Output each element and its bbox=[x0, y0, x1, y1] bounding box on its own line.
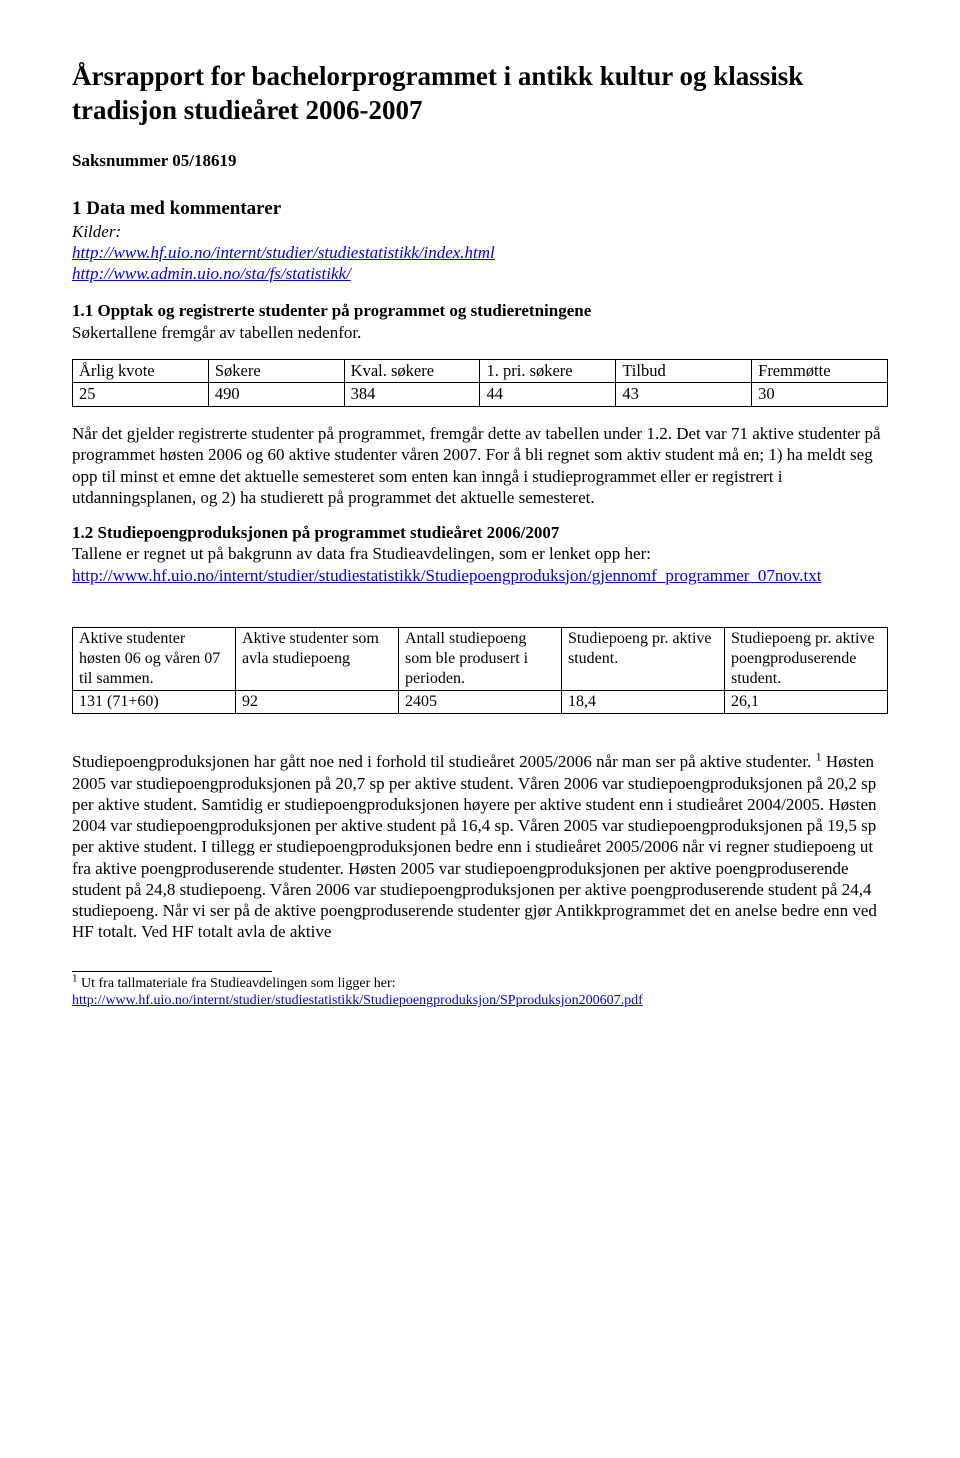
table-row: 25 490 384 44 43 30 bbox=[73, 383, 888, 407]
section-1-2-heading: 1.2 Studiepoengproduksjonen på programme… bbox=[72, 522, 888, 543]
table-opptak: Årlig kvote Søkere Kval. søkere 1. pri. … bbox=[72, 359, 888, 407]
table-cell: 25 bbox=[79, 384, 96, 403]
footnote: 1 Ut fra tallmateriale fra Studieavdelin… bbox=[72, 975, 888, 1010]
source-link-1[interactable]: http://www.hf.uio.no/internt/studier/stu… bbox=[72, 243, 495, 262]
table-header: Antall studiepoeng som ble produsert i p… bbox=[405, 630, 528, 687]
table-row: Aktive studenter høsten 06 og våren 07 t… bbox=[73, 628, 888, 691]
saksnummer: Saksnummer 05/18619 bbox=[72, 150, 888, 171]
table-cell: 131 (71+60) bbox=[79, 693, 159, 710]
table-cell: 2405 bbox=[405, 693, 437, 710]
table-cell: 18,4 bbox=[568, 693, 596, 710]
table-cell: 490 bbox=[215, 384, 240, 403]
section-1-heading: 1 Data med kommentarer bbox=[72, 197, 888, 221]
paragraph-part-a: Studiepoengproduksjonen har gått noe ned… bbox=[72, 752, 816, 771]
footnote-separator bbox=[72, 971, 272, 972]
table-header: Fremmøtte bbox=[758, 361, 830, 380]
table-header: Årlig kvote bbox=[79, 361, 155, 380]
table-cell: 30 bbox=[758, 384, 775, 403]
table-studiepoeng: Aktive studenter høsten 06 og våren 07 t… bbox=[72, 627, 888, 714]
section-1-2-text: Tallene er regnet ut på bakgrunn av data… bbox=[72, 544, 651, 563]
table-cell: 44 bbox=[486, 384, 503, 403]
table-header: Søkere bbox=[215, 361, 261, 380]
paragraph-part-b: Høsten 2005 var studiepoengproduksjonen … bbox=[72, 752, 877, 941]
section-1-1-text: Søkertallene fremgår av tabellen nedenfo… bbox=[72, 322, 888, 343]
page-title: Årsrapport for bachelorprogrammet i anti… bbox=[72, 60, 888, 128]
source-link-3[interactable]: http://www.hf.uio.no/internt/studier/stu… bbox=[72, 566, 822, 585]
table-header: 1. pri. søkere bbox=[486, 361, 572, 380]
kilder-label: Kilder: bbox=[72, 221, 888, 242]
table-cell: 26,1 bbox=[731, 693, 759, 710]
table-header: Aktive studenter som avla studiepoeng bbox=[242, 630, 379, 667]
table-header: Studiepoeng pr. aktive student. bbox=[568, 630, 712, 667]
table-header: Aktive studenter høsten 06 og våren 07 t… bbox=[79, 630, 220, 687]
table-row: Årlig kvote Søkere Kval. søkere 1. pri. … bbox=[73, 359, 888, 383]
table-cell: 92 bbox=[242, 693, 258, 710]
table-header: Tilbud bbox=[622, 361, 665, 380]
paragraph-after-table2: Studiepoengproduksjonen har gått noe ned… bbox=[72, 751, 888, 942]
table-row: 131 (71+60) 92 2405 18,4 26,1 bbox=[73, 691, 888, 714]
table-header: Kval. søkere bbox=[351, 361, 434, 380]
paragraph-after-table1: Når det gjelder registrerte studenter på… bbox=[72, 423, 888, 508]
table-cell: 43 bbox=[622, 384, 639, 403]
source-link-2[interactable]: http://www.admin.uio.no/sta/fs/statistik… bbox=[72, 264, 351, 283]
table-cell: 384 bbox=[351, 384, 376, 403]
footnote-link[interactable]: http://www.hf.uio.no/internt/studier/stu… bbox=[72, 993, 643, 1008]
table-header: Studiepoeng pr. aktive poengproduserende… bbox=[731, 630, 875, 687]
section-1-1-heading: 1.1 Opptak og registrerte studenter på p… bbox=[72, 300, 888, 321]
footnote-text: Ut fra tallmateriale fra Studieavdelinge… bbox=[78, 976, 396, 991]
